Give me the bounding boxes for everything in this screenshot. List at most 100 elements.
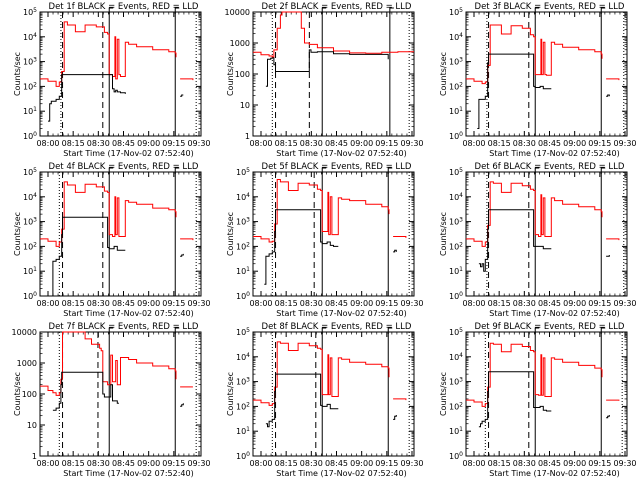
y-tick-label: 101 xyxy=(23,106,37,116)
marker-bracket xyxy=(108,7,114,14)
y-tick-label: 101 xyxy=(449,426,463,436)
x-axis-label: Start Time (17-Nov-02 07:52:40) xyxy=(276,469,406,478)
events-series-line xyxy=(478,371,552,428)
marker-bracket xyxy=(600,327,606,334)
x-tick-label: 08:00 xyxy=(462,459,485,468)
y-tick-label: 103 xyxy=(449,57,463,67)
plot-frame xyxy=(39,171,202,297)
x-tick-label: 09:15 xyxy=(162,139,185,148)
y-tick-label: 1000 xyxy=(17,359,37,368)
y-tick-label: 101 xyxy=(236,426,250,436)
y-tick-label: 100 xyxy=(23,131,37,141)
y-axis-label: Counts/sec xyxy=(226,52,235,96)
panel-title: Det 4f BLACK = Events, RED = LLD xyxy=(49,162,199,172)
events-series-line xyxy=(265,49,389,87)
y-tick-label: 100 xyxy=(449,451,463,461)
x-tick-label: 09:00 xyxy=(563,139,586,148)
x-tick-label: 08:45 xyxy=(325,459,348,468)
events-series-line xyxy=(265,373,339,428)
y-tick-label: 102 xyxy=(449,81,463,91)
marker-bracket xyxy=(174,327,180,334)
y-tick-label: 100 xyxy=(22,390,37,399)
y-tick-label: 101 xyxy=(449,266,463,276)
y-axis-label: Counts/sec xyxy=(226,372,235,416)
y-axis-label: Counts/sec xyxy=(439,372,448,416)
events-series-line xyxy=(606,94,610,97)
y-tick-label: 100 xyxy=(236,291,250,301)
x-tick-label: 08:00 xyxy=(249,299,272,308)
x-tick-label: 08:00 xyxy=(462,139,485,148)
x-tick-label: 08:45 xyxy=(538,299,561,308)
y-tick-label: 10 xyxy=(27,421,37,430)
x-tick-label: 08:00 xyxy=(36,459,59,468)
y-tick-label: 105 xyxy=(236,327,250,337)
y-tick-label: 10000 xyxy=(12,328,37,337)
x-tick-label: 09:15 xyxy=(588,459,611,468)
x-tick-label: 08:30 xyxy=(300,299,323,308)
lld-series-line xyxy=(606,238,620,241)
x-tick-label: 08:45 xyxy=(325,299,348,308)
lld-series-line xyxy=(606,399,620,401)
plot-frame xyxy=(465,11,628,137)
x-tick-label: 09:00 xyxy=(137,459,160,468)
x-tick-label: 08:15 xyxy=(62,139,85,148)
x-tick-label: 09:00 xyxy=(137,139,160,148)
x-tick-label: 08:15 xyxy=(488,459,511,468)
x-tick-label: 09:15 xyxy=(588,139,611,148)
x-tick-label: 09:30 xyxy=(187,299,210,308)
plot-frame xyxy=(39,11,202,137)
lld-series-line xyxy=(40,21,177,87)
x-tick-label: 09:00 xyxy=(350,139,373,148)
x-tick-label: 08:00 xyxy=(249,459,272,468)
x-tick-label: 08:00 xyxy=(36,299,59,308)
x-tick-label: 08:15 xyxy=(62,299,85,308)
x-tick-label: 09:30 xyxy=(613,139,636,148)
events-series-line xyxy=(393,415,397,420)
y-axis-label: Counts/sec xyxy=(13,372,22,416)
y-tick-label: 105 xyxy=(449,167,463,177)
lld-series-line xyxy=(253,11,414,58)
x-tick-label: 09:00 xyxy=(350,459,373,468)
x-tick-label: 09:30 xyxy=(187,139,210,148)
marker-bracket xyxy=(387,327,393,334)
x-tick-label: 08:30 xyxy=(300,459,323,468)
events-series-line xyxy=(180,253,184,257)
y-axis-label: Counts/sec xyxy=(13,212,22,256)
marker-bracket xyxy=(534,327,540,334)
marker-bracket xyxy=(389,7,394,14)
x-tick-label: 08:15 xyxy=(62,459,85,468)
y-tick-label: 104 xyxy=(23,32,37,42)
x-tick-label: 09:15 xyxy=(375,299,398,308)
lld-series-line xyxy=(253,341,390,406)
y-axis-label: Counts/sec xyxy=(439,52,448,96)
x-tick-label: 08:15 xyxy=(488,299,511,308)
x-tick-label: 08:30 xyxy=(513,139,536,148)
detector-panel-1: 100 101 102 103 104 105 08:00 08:15 08:30 08:45 09… xyxy=(0,0,213,160)
x-axis-label: Start Time (17-Nov-02 07:52:40) xyxy=(276,149,406,158)
x-tick-label: 09:15 xyxy=(162,299,185,308)
y-tick-label: 10 xyxy=(240,101,250,110)
detector-panel-5: 100 101 102 103 104 105 08:00 08:15 08:30 08:45 09… xyxy=(213,160,426,320)
events-series-line xyxy=(393,249,397,253)
marker-bracket xyxy=(600,167,606,174)
x-tick-label: 08:00 xyxy=(36,139,59,148)
y-tick-label: 105 xyxy=(449,7,463,17)
panel-title: Det 7f BLACK = Events, RED = LLD xyxy=(49,322,199,332)
panel-title: Det 8f BLACK = Events, RED = LLD xyxy=(262,322,412,332)
x-tick-label: 08:00 xyxy=(462,299,485,308)
x-tick-label: 09:00 xyxy=(563,299,586,308)
events-series-line xyxy=(51,216,126,297)
lld-series-line xyxy=(40,331,177,396)
x-axis-label: Start Time (17-Nov-02 07:52:40) xyxy=(489,149,619,158)
plot-frame xyxy=(465,171,628,297)
detector-panel-4: 100 101 102 103 104 105 08:00 08:15 08:30 08:45 09… xyxy=(0,160,213,320)
detector-panel-2: 1 10 100 1000 10000 08:00 08:15 08:30 08:45 09:00… xyxy=(213,0,426,160)
x-tick-label: 09:15 xyxy=(375,459,398,468)
x-tick-label: 08:45 xyxy=(325,139,348,148)
panel-title: Det 1f BLACK = Events, RED = LLD xyxy=(49,2,199,12)
y-tick-label: 100 xyxy=(449,291,463,301)
x-tick-label: 08:15 xyxy=(275,459,298,468)
panel-title: Det 5f BLACK = Events, RED = LLD xyxy=(262,162,412,172)
